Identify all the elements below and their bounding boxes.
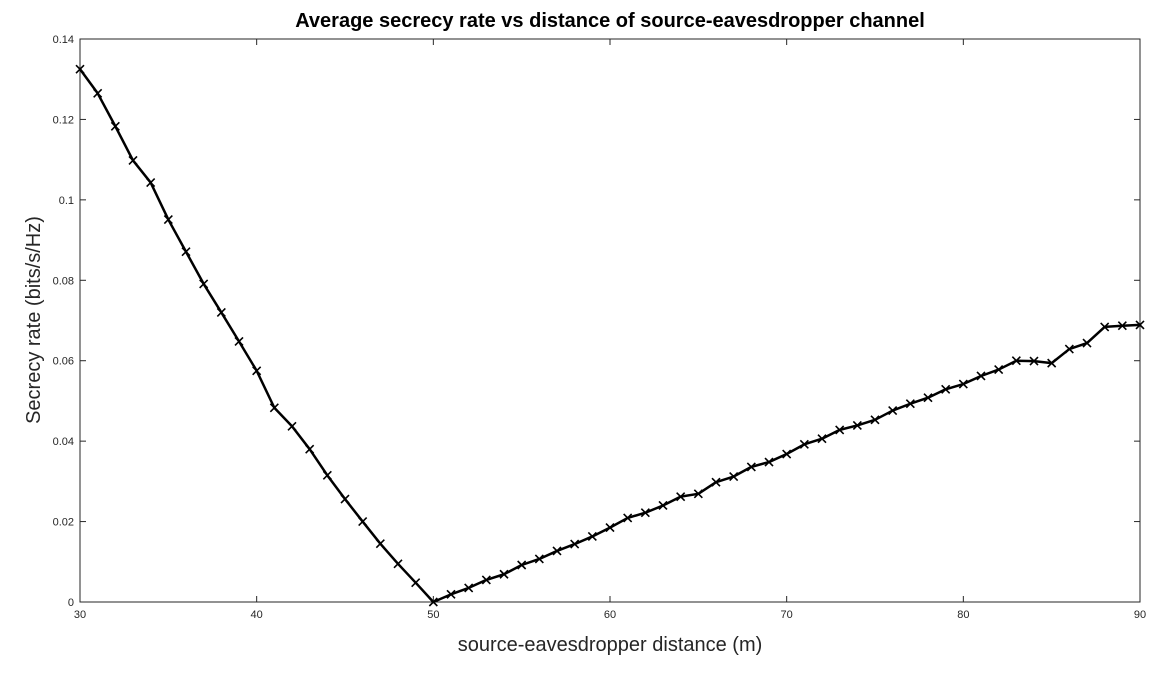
data-point-marker (976, 371, 986, 381)
data-point-marker (181, 247, 191, 257)
data-point-marker (994, 364, 1004, 375)
data-point-marker (587, 531, 597, 542)
data-point-marker (446, 589, 456, 599)
data-point-marker (958, 379, 968, 389)
data-series (75, 64, 1145, 607)
data-point-marker (110, 121, 120, 131)
data-point-marker (623, 513, 633, 523)
data-point-marker (305, 444, 315, 454)
data-point-marker (216, 307, 226, 318)
data-point-marker (269, 403, 279, 413)
x-tick-label: 60 (604, 609, 616, 621)
data-point-marker (464, 583, 474, 593)
y-tick-label: 0.12 (53, 114, 74, 126)
data-point-marker (693, 489, 703, 499)
data-point-marker (75, 64, 85, 74)
data-point-marker (517, 560, 527, 570)
data-point-marker (782, 449, 792, 459)
data-point-marker (658, 500, 668, 511)
data-point-marker (411, 578, 421, 588)
x-axis-label: source-eavesdropper distance (m) (458, 634, 763, 656)
data-point-marker (234, 336, 244, 346)
data-point-marker (1011, 356, 1021, 366)
data-point-marker (817, 434, 827, 444)
data-point-marker (146, 177, 156, 188)
data-point-marker (1082, 338, 1092, 348)
data-point-marker (570, 539, 580, 549)
data-point-marker (375, 539, 385, 549)
data-point-marker (746, 462, 756, 472)
data-point-marker (1100, 322, 1110, 332)
data-point-marker (163, 214, 173, 225)
data-point-marker (729, 471, 739, 482)
y-tick-label: 0.06 (53, 356, 74, 368)
data-point-marker (199, 279, 209, 289)
data-point-marker (252, 366, 262, 376)
data-point-marker (799, 439, 809, 449)
data-point-marker (923, 393, 933, 403)
data-point-marker (640, 508, 650, 518)
x-tick-label: 80 (957, 609, 969, 621)
data-point-marker (870, 415, 880, 425)
data-point-marker (1117, 321, 1127, 331)
data-point-marker (1029, 356, 1039, 366)
data-point-marker (358, 517, 368, 527)
data-point-marker (393, 559, 403, 569)
chart-title: Average secrecy rate vs distance of sour… (295, 10, 925, 32)
data-point-marker (552, 546, 562, 556)
data-point-marker (499, 569, 509, 579)
data-point-marker (287, 421, 297, 431)
data-point-marker (128, 155, 138, 166)
axis-ticks: 30 40 50 60 70 80 90 0 0.02 0.04 0.06 0.08 0.1 0.12 0.… (53, 34, 1147, 621)
data-point-marker (711, 477, 721, 487)
data-point-marker (1064, 344, 1074, 354)
data-point-marker (888, 406, 898, 416)
data-point-marker (605, 523, 615, 533)
data-point-marker (852, 420, 862, 431)
data-point-marker (1135, 320, 1145, 330)
y-axis-label: Secrecy rate (bits/s/Hz) (23, 216, 45, 424)
data-point-marker (93, 88, 103, 98)
data-point-marker (764, 457, 774, 467)
y-tick-label: 0 (68, 597, 74, 609)
data-point-marker (322, 470, 332, 480)
y-tick-label: 0.08 (53, 275, 74, 287)
data-point-marker (534, 554, 544, 564)
x-tick-label: 30 (74, 609, 86, 621)
data-point-marker (835, 425, 845, 435)
x-tick-label: 90 (1134, 609, 1146, 621)
data-point-marker (1047, 358, 1057, 368)
data-point-marker (676, 492, 686, 502)
data-point-marker (905, 399, 915, 409)
y-tick-label: 0.14 (53, 34, 74, 46)
x-tick-label: 40 (251, 609, 263, 621)
y-tick-label: 0.02 (53, 517, 74, 529)
data-point-marker (428, 597, 438, 607)
x-tick-label: 50 (427, 609, 439, 621)
plot-area (79, 38, 1141, 603)
data-point-marker (481, 575, 491, 585)
x-tick-label: 70 (781, 609, 793, 621)
data-point-marker (941, 384, 951, 394)
y-tick-label: 0.1 (59, 195, 74, 207)
y-tick-label: 0.04 (53, 436, 74, 448)
data-point-marker (340, 494, 350, 504)
